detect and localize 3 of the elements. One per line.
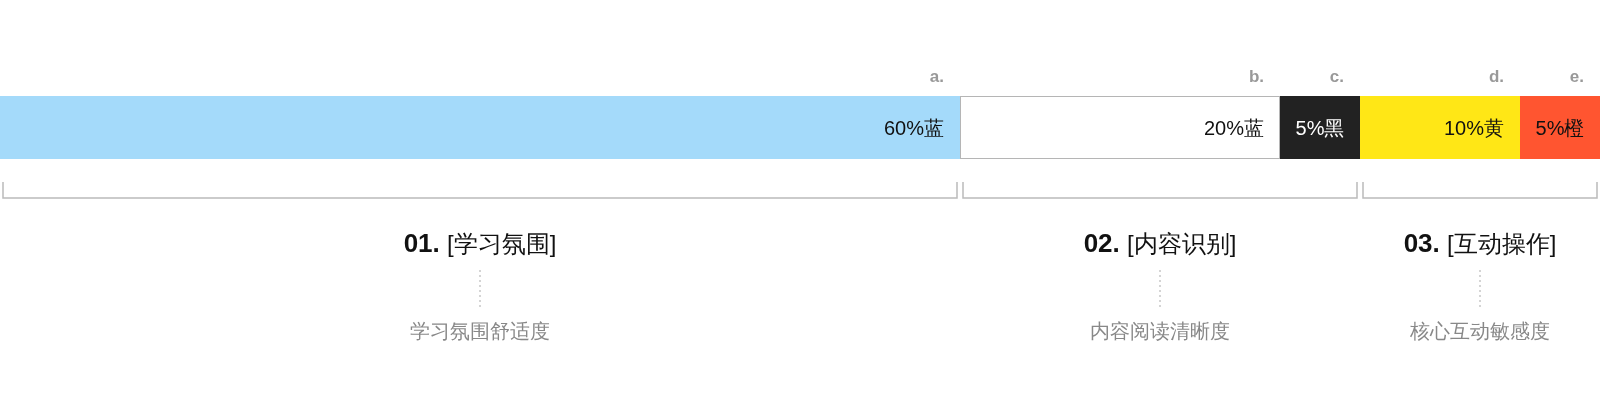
annotation: 核心互动敏感度: [1410, 320, 1550, 342]
annotation: 内容阅读清晰度: [1090, 320, 1230, 342]
annotation: 学习氛围舒适度: [410, 320, 550, 342]
